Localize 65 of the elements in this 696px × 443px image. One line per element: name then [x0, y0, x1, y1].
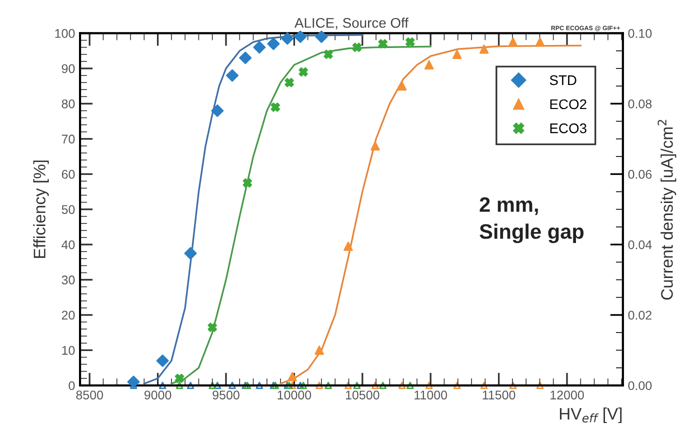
point	[184, 247, 197, 260]
y-tick-label: 20	[62, 310, 75, 320]
point	[352, 42, 362, 52]
y2-axis-title: Current density [uA]/cm$^{2}$	[658, 120, 676, 300]
point	[211, 104, 224, 117]
legend-label: STD	[550, 75, 576, 86]
x-tick-label: 9500	[212, 390, 240, 400]
x-tick-label: 12000	[550, 390, 584, 400]
point	[174, 374, 184, 383]
point	[406, 37, 415, 47]
legend-label: ECO3	[550, 123, 586, 134]
point	[535, 37, 545, 47]
point	[452, 50, 462, 59]
legend-label: ECO2	[550, 99, 586, 110]
y-tick-label: 30	[62, 276, 75, 284]
y2-tick-label: 0.00	[628, 381, 652, 390]
y-tick-label: 70	[62, 134, 75, 144]
point	[370, 141, 380, 151]
point	[156, 354, 169, 368]
point	[294, 30, 307, 43]
point	[239, 52, 252, 64]
point	[270, 102, 280, 112]
y-tick-label: 40	[62, 240, 75, 250]
point	[344, 242, 353, 251]
line-series	[170, 46, 432, 384]
point	[288, 372, 297, 382]
point	[208, 322, 217, 332]
y2-tick-label: 0.10	[628, 29, 652, 38]
point	[479, 44, 489, 54]
point	[508, 37, 518, 47]
x-tick-label: 10500	[346, 390, 380, 400]
point	[424, 60, 434, 70]
point	[314, 346, 324, 355]
x-tick-label: 8500	[76, 390, 104, 400]
point	[324, 50, 333, 59]
y2-tick-label: 0.06	[628, 170, 652, 179]
point	[267, 38, 280, 50]
annotation: 2 mm, Single gap	[480, 197, 584, 244]
point	[397, 81, 407, 91]
x-tick-label: 10000	[278, 390, 312, 400]
chart-title: ALICE, Source Off	[294, 18, 409, 30]
y-axis-title: Efficiency [%]	[33, 160, 49, 258]
point	[378, 39, 388, 48]
point	[242, 178, 252, 188]
point	[127, 376, 140, 388]
x-tick-label: 11000	[414, 390, 448, 400]
y-tick-label: 100	[55, 29, 75, 38]
x-tick-label: 11500	[482, 390, 516, 400]
y-tick-label: 0	[68, 381, 75, 390]
point	[226, 69, 239, 82]
y-tick-label: 50	[62, 205, 75, 214]
y-tick-label: 10	[62, 346, 75, 355]
y2-tick-label: 0.08	[628, 99, 652, 108]
y-tick-label: 80	[62, 99, 75, 108]
point	[253, 41, 266, 54]
point	[315, 30, 328, 43]
point	[281, 32, 294, 45]
y2-tick-label: 0.02	[628, 310, 652, 320]
x-tick-label: 9000	[144, 390, 172, 400]
y-tick-label: 90	[62, 64, 75, 74]
y-tick-label: 60	[62, 170, 75, 179]
y2-tick-label: 0.04	[628, 240, 652, 250]
point	[284, 78, 294, 88]
x-axis-title: HV$_{eff}$ [V]	[560, 407, 622, 424]
point	[298, 67, 308, 77]
